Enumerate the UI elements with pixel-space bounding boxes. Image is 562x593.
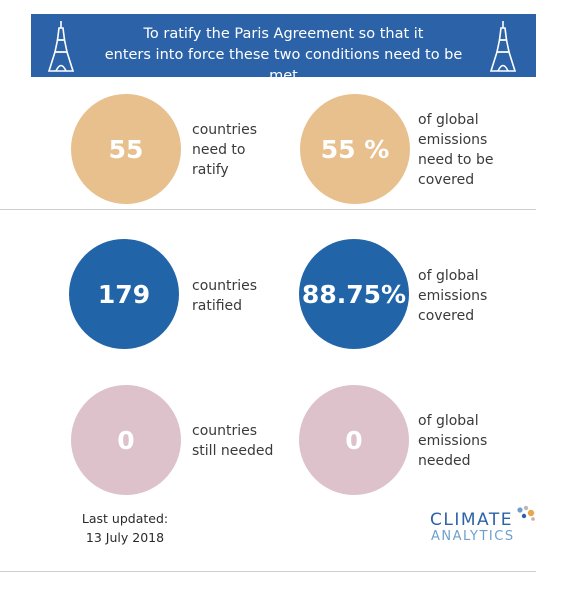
emissions-needed-label: of global emissions needed — [418, 413, 488, 469]
banner-title: To ratify the Paris Agreement so that it… — [91, 24, 476, 87]
climate-analytics-logo: CLIMATE ANALYTICS — [430, 505, 540, 550]
countries-required-label: countries need to ratify — [192, 122, 258, 178]
logo-word-climate: CLIMATE — [430, 510, 513, 530]
logo-dots-icon — [517, 505, 535, 521]
countries-needed-value: 0 — [117, 425, 135, 455]
banner-title-line1: To ratify the Paris Agreement so that it — [143, 26, 424, 42]
countries-needed-circle: 0 — [71, 385, 181, 495]
emissions-required-value: 55 % — [320, 134, 390, 164]
countries-required-value: 55 — [108, 134, 144, 164]
last-updated-date: 13 July 2018 — [85, 530, 165, 545]
emissions-required-label: of global emissions need to be covered — [418, 112, 494, 188]
countries-needed-label: countries still needed — [192, 423, 274, 459]
bottom-divider — [0, 571, 536, 572]
eiffel-tower-icon — [489, 21, 517, 72]
emissions-ratified-value: 88.75% — [301, 279, 407, 309]
emissions-ratified-circle: 88.75% — [299, 239, 409, 349]
section-divider — [0, 209, 536, 210]
eiffel-tower-icon — [47, 21, 75, 72]
header-banner: To ratify the Paris Agreement so that it… — [31, 14, 536, 84]
countries-ratified-label: countries ratified — [192, 278, 258, 314]
countries-ratified-circle: 179 — [69, 239, 179, 349]
last-updated: Last updated: 13 July 2018 — [60, 509, 190, 547]
countries-ratified-value: 179 — [97, 279, 151, 309]
last-updated-label: Last updated: — [81, 511, 169, 526]
emissions-needed-circle: 0 — [299, 385, 409, 495]
countries-required-circle: 55 — [71, 94, 181, 204]
logo-word-analytics: ANALYTICS — [431, 529, 515, 544]
emissions-needed-value: 0 — [345, 425, 363, 455]
emissions-ratified-label: of global emissions covered — [418, 268, 488, 324]
banner-title-line2: enters into force these two conditions n… — [104, 47, 463, 84]
emissions-required-circle: 55 % — [300, 94, 410, 204]
